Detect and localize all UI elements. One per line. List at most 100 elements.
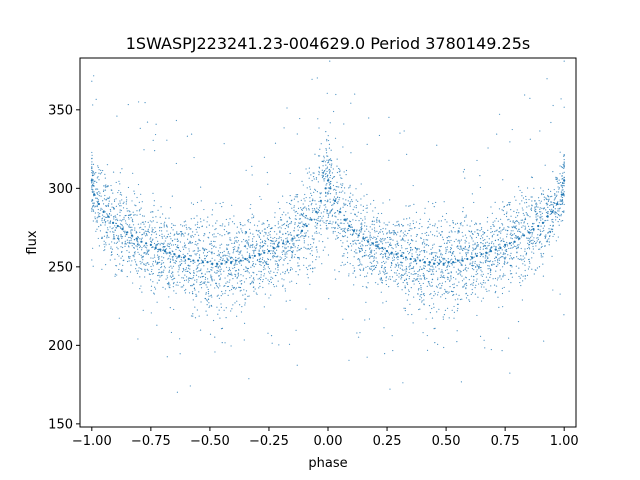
data-point-scatter xyxy=(231,285,233,287)
data-point-scatter xyxy=(333,202,335,204)
data-point-scatter xyxy=(441,269,443,271)
data-point-scatter xyxy=(509,372,511,374)
data-point-scatter xyxy=(314,209,316,211)
data-point-scatter xyxy=(503,205,506,208)
data-point-scatter xyxy=(252,281,254,283)
data-point-scatter xyxy=(211,244,213,246)
data-point-scatter xyxy=(454,223,457,225)
data-point-scatter xyxy=(434,327,436,329)
data-point-scatter xyxy=(167,245,169,248)
data-point-scatter xyxy=(268,271,270,273)
data-point-scatter xyxy=(421,300,423,302)
data-point-scatter xyxy=(144,270,146,272)
data-point-scatter xyxy=(258,270,260,272)
data-point-scatter xyxy=(524,250,526,252)
data-point-scatter xyxy=(126,239,128,241)
data-point-scatter xyxy=(105,231,107,233)
data-point-scatter xyxy=(170,244,173,246)
data-point-scatter xyxy=(234,246,236,248)
data-point-scatter xyxy=(377,246,379,248)
data-point-scatter xyxy=(223,309,225,311)
data-point-scatter xyxy=(110,254,112,256)
data-point-scatter xyxy=(189,255,191,257)
data-point-scatter xyxy=(538,242,541,244)
data-point-scatter xyxy=(177,271,179,273)
data-point-scatter xyxy=(349,202,351,205)
data-point-scatter xyxy=(392,349,394,352)
data-point-scatter xyxy=(499,269,501,271)
data-point-scatter xyxy=(180,224,182,226)
data-point-scatter xyxy=(556,191,558,193)
data-point-scatter xyxy=(509,201,511,204)
data-point-scatter xyxy=(208,237,210,239)
data-point-scatter xyxy=(507,278,510,281)
data-point-scatter xyxy=(559,215,561,217)
data-point-scatter xyxy=(167,284,169,286)
data-point-scatter xyxy=(471,264,473,267)
data-point-scatter xyxy=(364,218,366,220)
data-point-scatter xyxy=(355,199,357,201)
data-point-scatter xyxy=(264,228,266,230)
data-point-scatter xyxy=(152,257,154,259)
data-point-scatter xyxy=(549,204,551,207)
data-point-scatter xyxy=(297,257,299,259)
data-point-scatter xyxy=(484,347,486,349)
data-point-scatter xyxy=(305,209,308,211)
data-point-scatter xyxy=(373,220,375,222)
x-axis-label: phase xyxy=(308,456,347,471)
data-point-scatter xyxy=(112,221,114,224)
data-point-scatter xyxy=(325,192,327,194)
data-point-scatter xyxy=(333,198,335,200)
data-point-scatter xyxy=(176,256,178,258)
data-point-scatter xyxy=(408,290,410,293)
data-point-scatter xyxy=(497,239,499,241)
data-point-scatter xyxy=(422,258,424,260)
data-point-scatter xyxy=(420,237,422,239)
data-point-scatter xyxy=(405,235,407,237)
data-point-scatter xyxy=(183,256,185,259)
data-point xyxy=(121,228,124,231)
x-tick-label: 0.50 xyxy=(432,434,461,449)
data-point-scatter xyxy=(104,224,106,226)
data-point-scatter xyxy=(507,230,509,232)
data-point-scatter xyxy=(212,267,214,269)
data-point-scatter xyxy=(442,318,444,320)
data-point-scatter xyxy=(274,252,277,254)
data-point-scatter xyxy=(200,301,202,303)
data-point-scatter xyxy=(318,200,320,203)
data-point-scatter xyxy=(380,241,382,243)
data-point-scatter xyxy=(182,233,184,236)
data-point-scatter xyxy=(397,266,400,268)
data-point-scatter xyxy=(452,290,454,293)
data-point-scatter xyxy=(474,223,476,226)
data-point-scatter xyxy=(289,217,291,220)
data-point-scatter xyxy=(527,268,530,270)
data-point-scatter xyxy=(554,213,556,215)
data-point-scatter xyxy=(459,222,461,225)
data-point-scatter xyxy=(353,267,355,269)
data-point-scatter xyxy=(487,229,489,231)
data-point-scatter xyxy=(246,267,249,270)
data-point-scatter xyxy=(383,272,385,274)
data-point-scatter xyxy=(471,288,473,291)
data-point-scatter xyxy=(455,258,457,261)
data-point-scatter xyxy=(521,219,524,221)
data-point-scatter xyxy=(247,295,249,297)
data-point-scatter xyxy=(168,296,170,298)
data-point-scatter xyxy=(449,279,451,281)
data-point-scatter xyxy=(509,273,512,275)
data-point-scatter xyxy=(306,187,308,189)
data-point-scatter xyxy=(308,248,310,250)
data-point-scatter xyxy=(102,200,104,202)
data-point-scatter xyxy=(285,247,288,249)
data-point-scatter xyxy=(524,227,527,229)
data-point-scatter xyxy=(434,252,436,254)
data-point-scatter xyxy=(170,265,172,267)
data-point-scatter xyxy=(451,244,453,246)
data-point-scatter xyxy=(479,230,481,232)
data-point-scatter xyxy=(113,231,115,233)
data-point-scatter xyxy=(239,250,241,253)
data-point-scatter xyxy=(382,256,384,258)
data-point-scatter xyxy=(436,227,439,229)
data-point-scatter xyxy=(208,232,211,234)
